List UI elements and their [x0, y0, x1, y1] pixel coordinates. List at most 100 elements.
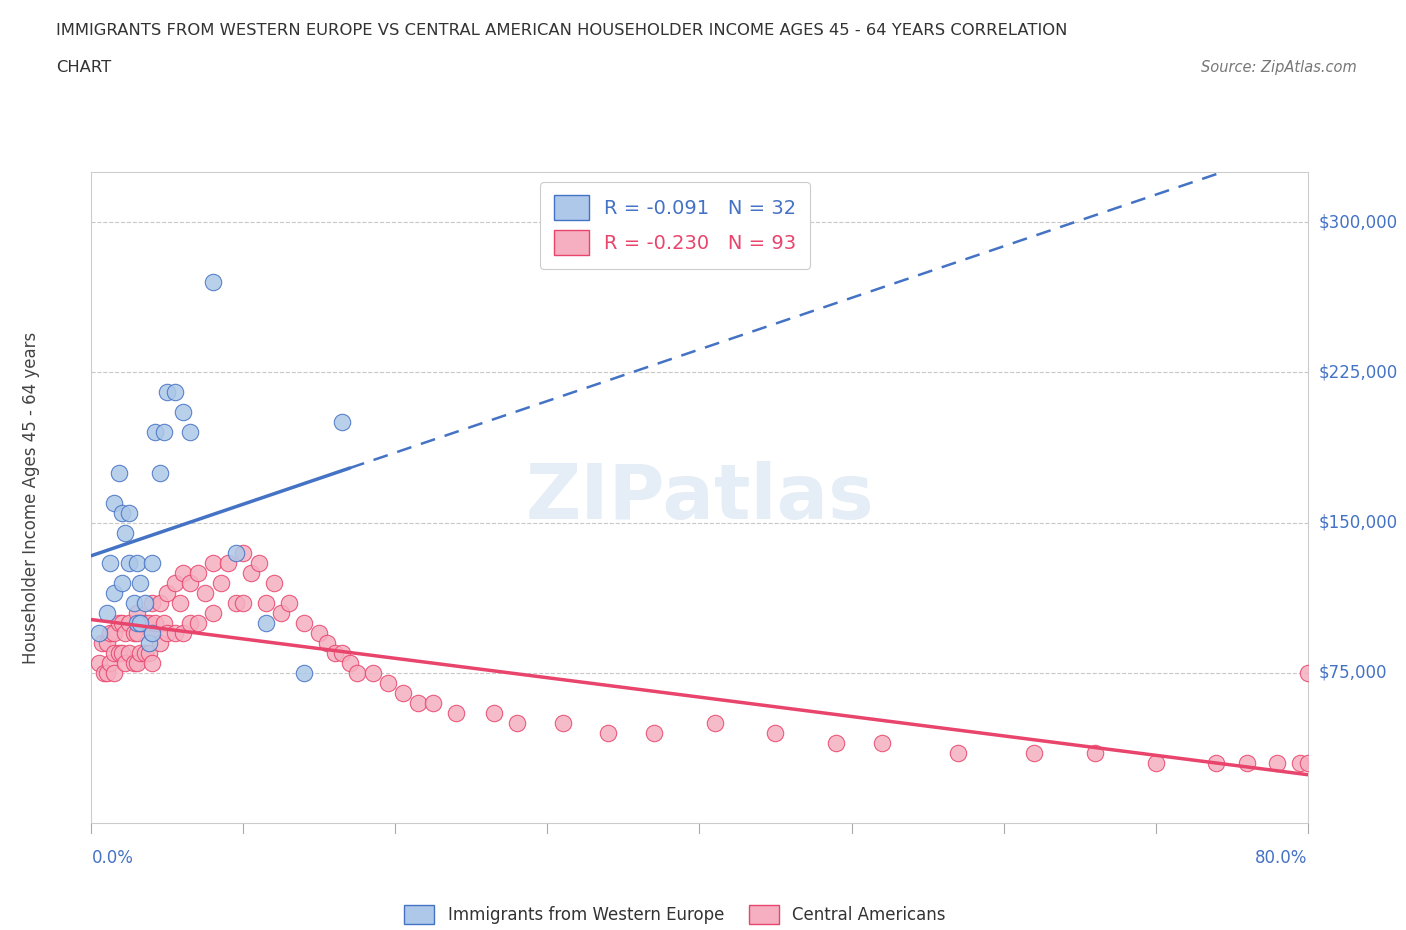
Point	[96, 635, 118, 650]
Point	[96, 605, 118, 620]
Point	[111, 645, 134, 660]
Point	[103, 625, 125, 640]
Point	[1144, 755, 1167, 770]
Point	[339, 656, 361, 671]
Point	[122, 595, 145, 610]
Text: CHART: CHART	[56, 60, 111, 75]
Point	[946, 746, 969, 761]
Point	[103, 495, 125, 510]
Point	[93, 665, 115, 680]
Point	[323, 645, 346, 660]
Point	[163, 625, 186, 640]
Point	[156, 625, 179, 640]
Point	[118, 555, 141, 570]
Point	[138, 635, 160, 650]
Point	[118, 616, 141, 631]
Point	[156, 385, 179, 400]
Point	[316, 635, 339, 650]
Point	[129, 616, 152, 631]
Text: ZIPatlas: ZIPatlas	[526, 460, 873, 535]
Point	[96, 665, 118, 680]
Point	[254, 616, 277, 631]
Point	[143, 425, 166, 440]
Point	[765, 725, 787, 740]
Point	[87, 625, 110, 640]
Text: Source: ZipAtlas.com: Source: ZipAtlas.com	[1201, 60, 1357, 75]
Point	[125, 656, 148, 671]
Point	[107, 465, 129, 480]
Point	[825, 736, 848, 751]
Point	[103, 585, 125, 600]
Point	[163, 385, 186, 400]
Point	[179, 616, 201, 631]
Point	[254, 595, 277, 610]
Point	[103, 665, 125, 680]
Text: IMMIGRANTS FROM WESTERN EUROPE VS CENTRAL AMERICAN HOUSEHOLDER INCOME AGES 45 - : IMMIGRANTS FROM WESTERN EUROPE VS CENTRA…	[56, 23, 1067, 38]
Point	[138, 645, 160, 660]
Point	[1205, 755, 1227, 770]
Point	[484, 706, 506, 721]
Text: $75,000: $75,000	[1319, 664, 1388, 682]
Point	[114, 625, 136, 640]
Point	[1265, 755, 1288, 770]
Point	[141, 656, 163, 671]
Point	[118, 505, 141, 520]
Point	[143, 616, 166, 631]
Point	[149, 465, 172, 480]
Point	[179, 576, 201, 591]
Text: $225,000: $225,000	[1319, 364, 1398, 381]
Point	[153, 425, 176, 440]
Point	[129, 576, 152, 591]
Point	[169, 595, 191, 610]
Point	[643, 725, 665, 740]
Point	[156, 585, 179, 600]
Text: 80.0%: 80.0%	[1256, 849, 1308, 867]
Text: $150,000: $150,000	[1319, 513, 1398, 532]
Point	[202, 555, 225, 570]
Point	[506, 715, 529, 730]
Point	[172, 625, 194, 640]
Point	[703, 715, 725, 730]
Legend: Immigrants from Western Europe, Central Americans: Immigrants from Western Europe, Central …	[396, 897, 955, 930]
Point	[134, 616, 156, 631]
Point	[141, 555, 163, 570]
Point	[209, 576, 232, 591]
Point	[278, 595, 301, 610]
Point	[98, 625, 121, 640]
Point	[1022, 746, 1045, 761]
Point	[187, 565, 209, 580]
Point	[346, 665, 368, 680]
Point	[232, 545, 254, 560]
Point	[134, 645, 156, 660]
Point	[225, 545, 247, 560]
Point	[270, 605, 292, 620]
Point	[125, 605, 148, 620]
Point	[598, 725, 620, 740]
Point	[361, 665, 384, 680]
Point	[149, 635, 172, 650]
Point	[202, 605, 225, 620]
Point	[103, 645, 125, 660]
Point	[129, 645, 152, 660]
Point	[308, 625, 330, 640]
Point	[129, 616, 152, 631]
Text: 0.0%: 0.0%	[91, 849, 134, 867]
Point	[138, 616, 160, 631]
Point	[87, 656, 110, 671]
Point	[163, 576, 186, 591]
Point	[134, 595, 156, 610]
Point	[1296, 755, 1319, 770]
Point	[107, 616, 129, 631]
Point	[406, 696, 429, 711]
Point	[98, 555, 121, 570]
Point	[1084, 746, 1107, 761]
Point	[172, 565, 194, 580]
Point	[172, 405, 194, 419]
Point	[232, 595, 254, 610]
Point	[444, 706, 467, 721]
Point	[125, 555, 148, 570]
Point	[111, 616, 134, 631]
Point	[330, 415, 353, 430]
Point	[240, 565, 263, 580]
Point	[98, 656, 121, 671]
